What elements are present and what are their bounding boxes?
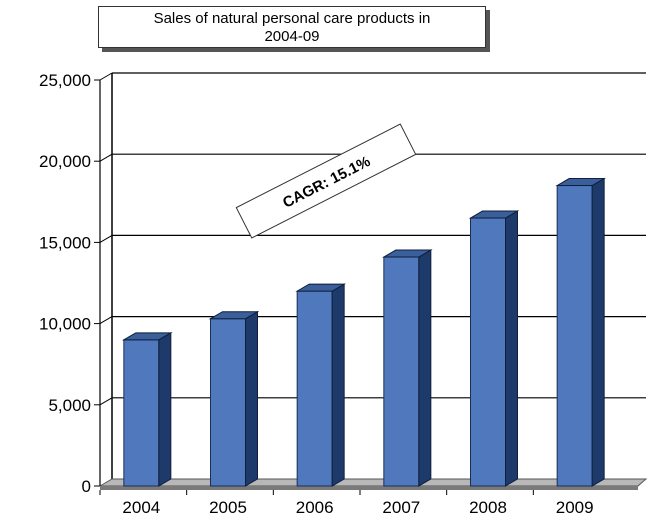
bars (121, 177, 607, 487)
gridline-depth (99, 316, 113, 325)
floor-front (100, 486, 638, 490)
x-tick-label: 2006 (296, 498, 334, 517)
bar-top-2008 (468, 210, 520, 219)
bar-top-2004 (121, 332, 173, 341)
bar-side-2004 (158, 331, 172, 487)
gridline-depth (99, 234, 113, 243)
y-tick-label: 10,000 (39, 315, 91, 334)
bar-top-2007 (381, 249, 433, 258)
x-tick-label: 2005 (209, 498, 247, 517)
y-tick-label: 5,000 (48, 396, 91, 415)
x-tick-label: 2004 (122, 498, 160, 517)
bar-side-2007 (418, 249, 432, 487)
bar-top-2009 (555, 178, 607, 187)
y-tick-label: 15,000 (39, 233, 91, 252)
x-axis-ticks: 2004 2005 2006 2007 2008 2009 (99, 490, 594, 517)
gridline-depth (99, 153, 113, 162)
bar-side-2006 (331, 283, 345, 487)
bar-2008 (470, 217, 506, 487)
bar-side-2009 (591, 177, 605, 487)
bar-2009 (556, 185, 593, 487)
bar-top-2005 (208, 311, 260, 320)
cagr-annotation: CAGR: 15.1% (235, 123, 417, 239)
y-tick-label: 0 (82, 477, 91, 496)
bar-side-2008 (505, 210, 518, 487)
gridline-depth (99, 397, 113, 406)
x-tick-label: 2007 (382, 498, 420, 517)
bar-top-2006 (295, 283, 347, 292)
y-axis-ticks: 0 5,000 10,000 15,000 20,000 25,000 (39, 71, 100, 496)
y-tick-label: 20,000 (39, 152, 91, 171)
bar-2006 (296, 290, 333, 487)
bar-2007 (383, 256, 420, 487)
bar-side-2005 (245, 310, 258, 487)
annotation-box (235, 123, 417, 239)
bar-2004 (123, 339, 160, 487)
bar-2005 (210, 318, 246, 487)
y-tick-label: 25,000 (39, 71, 91, 90)
x-tick-label: 2008 (469, 498, 507, 517)
chart-title: Sales of natural personal care products … (98, 6, 486, 48)
x-tick-label: 2009 (556, 498, 594, 517)
gridline-depth (99, 72, 113, 81)
